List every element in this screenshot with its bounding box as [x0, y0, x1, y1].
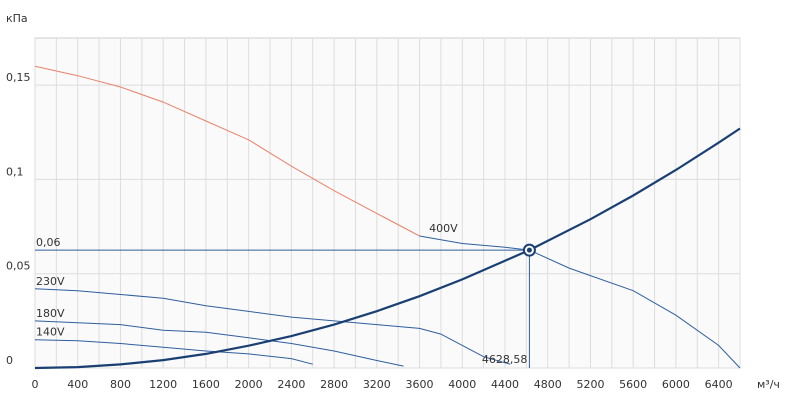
- x-tick-label: 800: [110, 378, 131, 391]
- x-tick-label: 0: [32, 378, 39, 391]
- x-tick-label: 5200: [576, 378, 604, 391]
- grid-lines: [34, 38, 741, 369]
- tick-labels: 0 400 800 1200 1600 2000 2400 2800 3200 3600 4000 4…: [6, 71, 733, 391]
- series-line-system: [34, 127, 741, 370]
- plot-area: [34, 37, 741, 369]
- y-tick-label: 0,05: [6, 260, 31, 273]
- series-lines: [34, 65, 741, 370]
- operating-point-center: [526, 247, 532, 253]
- y-axis-unit-label: кПа: [6, 12, 28, 25]
- series-label: 400V: [429, 222, 458, 235]
- series-line-140v: [34, 339, 313, 365]
- x-tick-label: 2800: [320, 378, 348, 391]
- x-tick-label: 2000: [235, 378, 263, 391]
- series-labels: 400V 230V 180V 140V: [36, 222, 458, 339]
- x-tick-label: 5600: [619, 378, 647, 391]
- y-tick-label: 0: [6, 354, 13, 367]
- series-line-180v: [34, 320, 404, 367]
- series-line-400v-low: [419, 235, 741, 369]
- y-tick-label: 0,1: [6, 165, 24, 178]
- operating-point-y-label: 0,06: [36, 236, 61, 249]
- series-line-400v-high: [34, 65, 420, 237]
- x-tick-label: 2400: [277, 378, 305, 391]
- x-tick-label: 3600: [406, 378, 434, 391]
- series-label: 180V: [36, 307, 65, 320]
- x-tick-label: 4000: [448, 378, 476, 391]
- x-tick-label: 4400: [491, 378, 519, 391]
- x-tick-label: 400: [67, 378, 88, 391]
- y-tick-label: 0,15: [6, 71, 31, 84]
- x-tick-label: 1200: [149, 378, 177, 391]
- x-tick-label: 3200: [363, 378, 391, 391]
- operating-point-group: 0,06 4628,58: [35, 236, 536, 368]
- series-line-230v: [34, 288, 511, 365]
- x-tick-label: 4800: [534, 378, 562, 391]
- series-label: 140V: [36, 326, 65, 339]
- series-label: 230V: [36, 275, 65, 288]
- x-axis-unit-label: м³/ч: [757, 378, 780, 391]
- operating-point-x-label: 4628,58: [482, 353, 528, 366]
- x-tick-label: 6000: [662, 378, 690, 391]
- x-tick-label: 1600: [192, 378, 220, 391]
- x-tick-label: 6400: [705, 378, 733, 391]
